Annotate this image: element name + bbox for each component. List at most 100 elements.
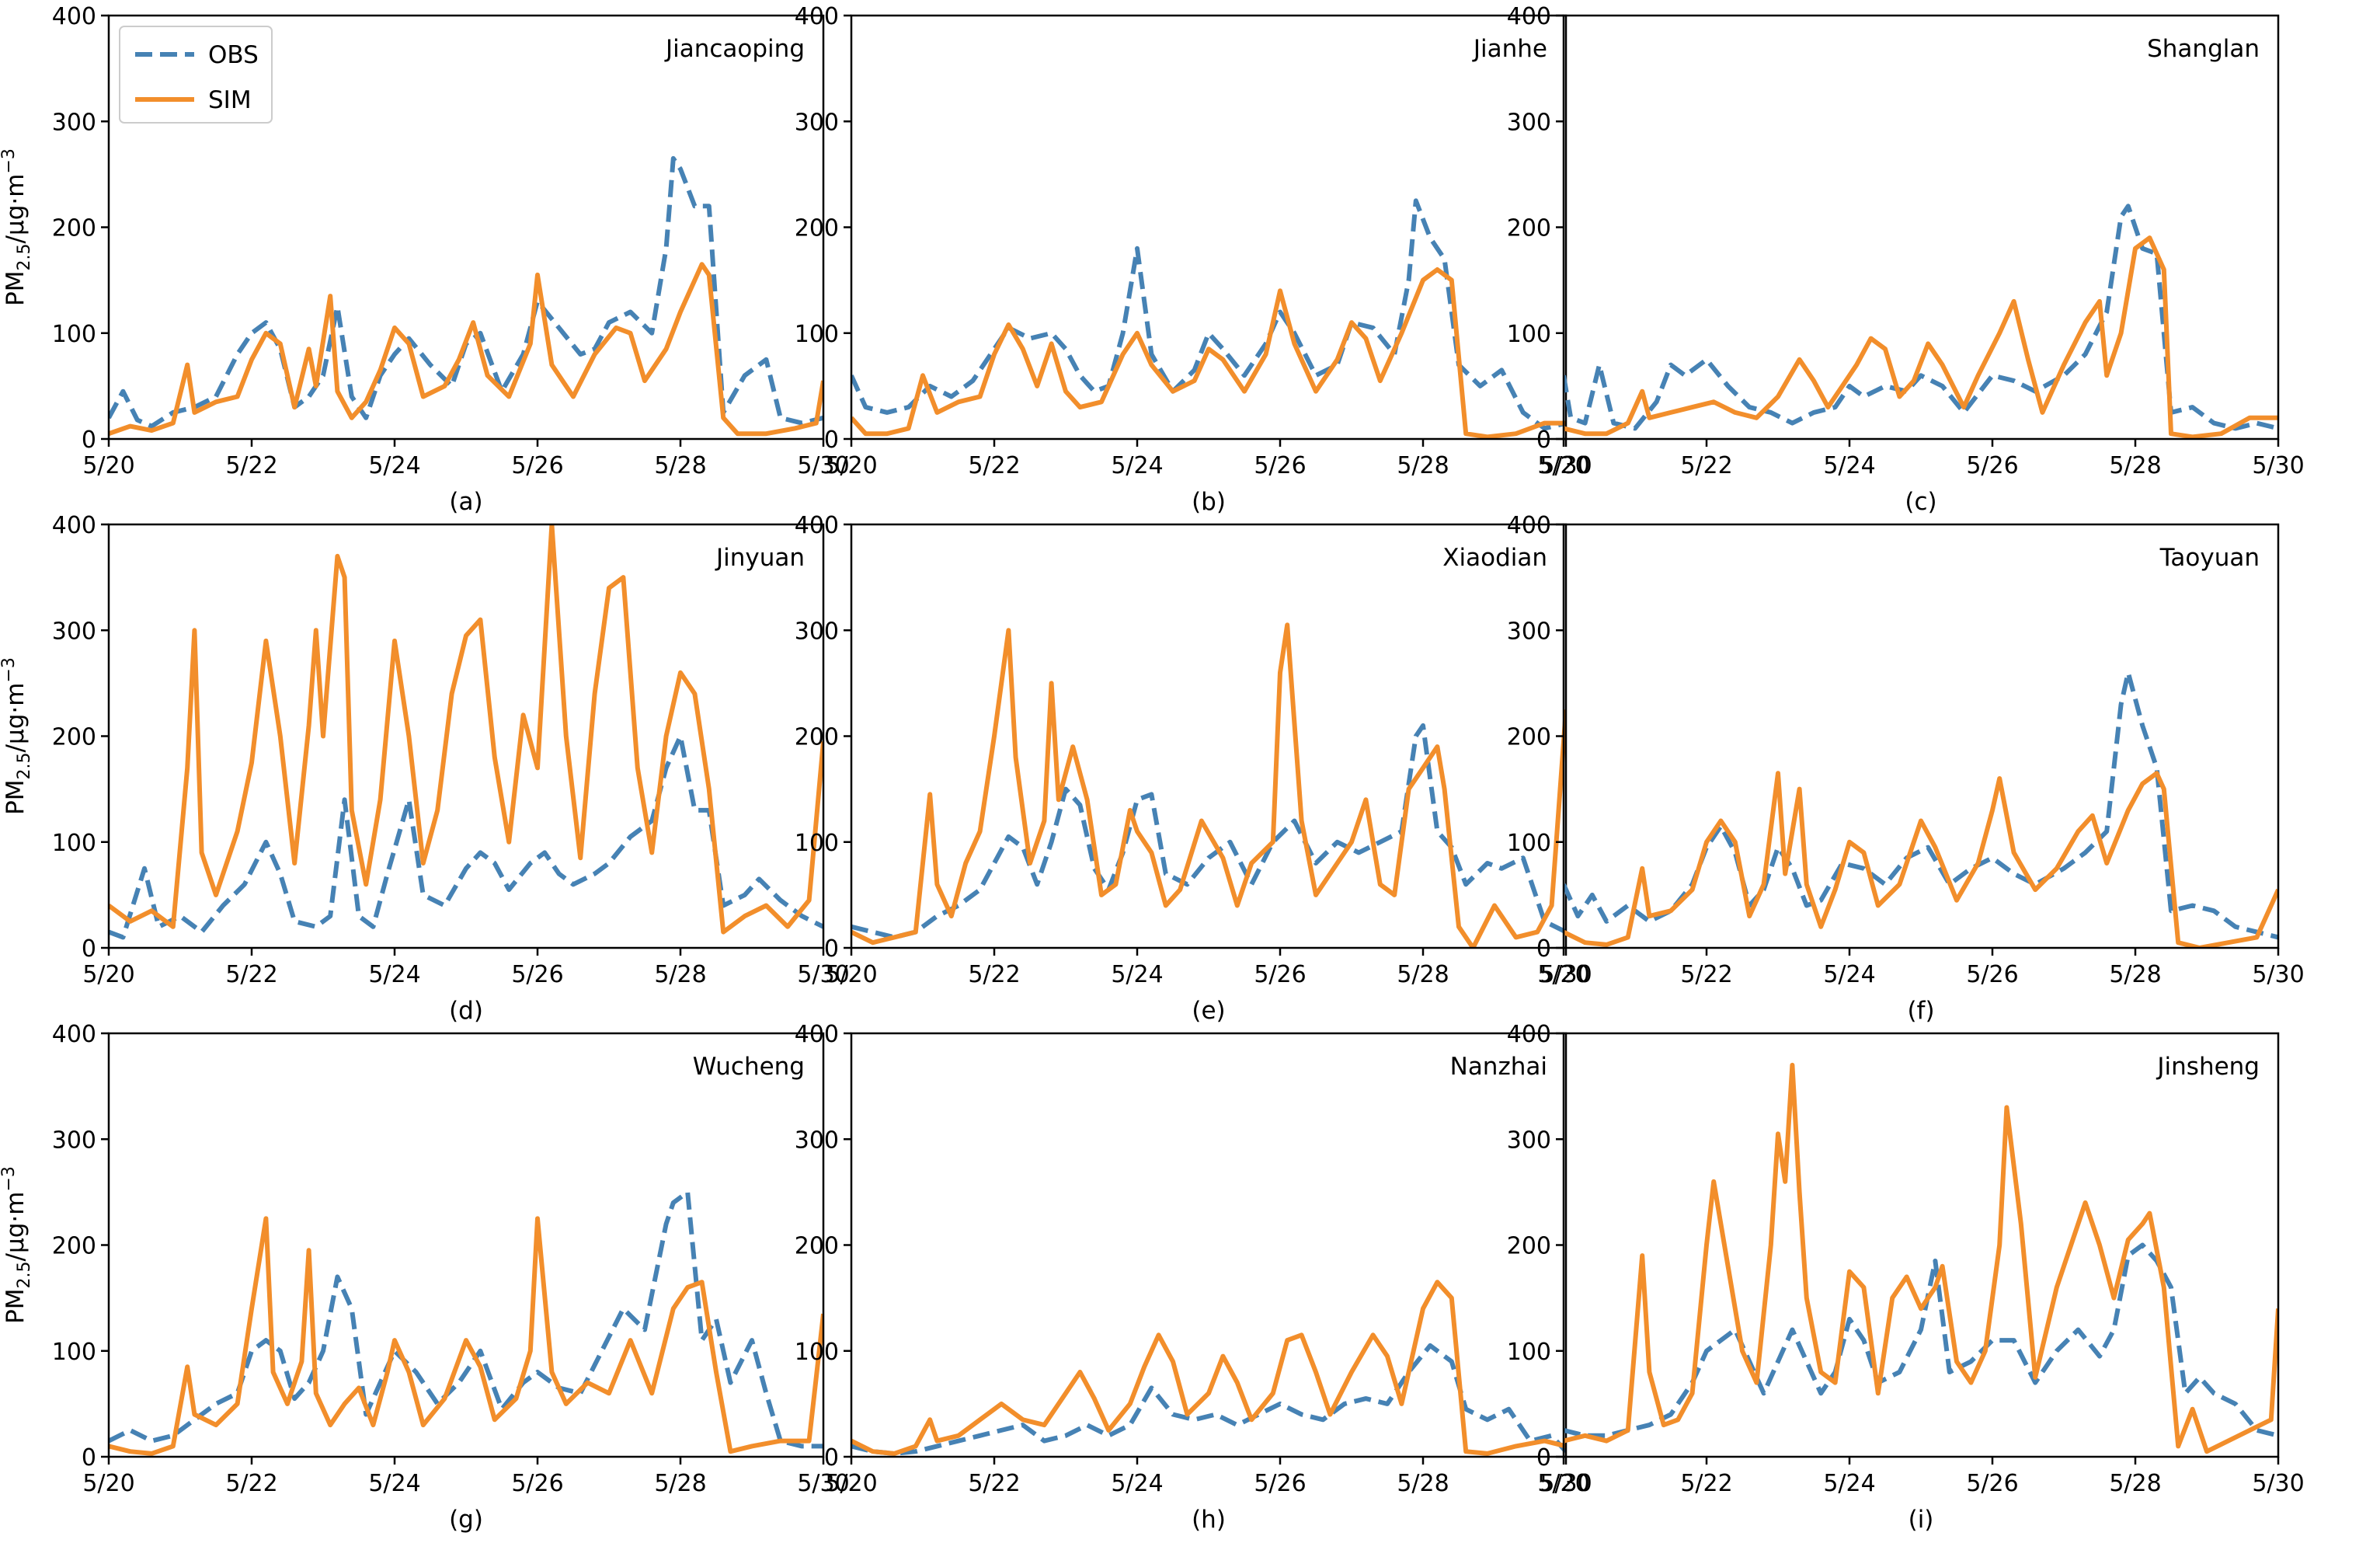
x-tick-label: 5/22 <box>1680 1470 1732 1497</box>
sim-series-line <box>109 262 823 437</box>
panel-f: 0 100 200 300 400 5/20 5/22 5/24 5/26 5/28 5/30 Tao… <box>1507 512 2305 1025</box>
y-tick-label: 100 <box>52 1339 96 1366</box>
y-tick-label: 300 <box>1507 109 1551 136</box>
x-tick-label: 5/20 <box>82 452 134 479</box>
x-tick-label: 5/24 <box>368 1470 420 1497</box>
obs-series-line <box>851 723 1566 940</box>
y-tick-label: 100 <box>52 830 96 857</box>
sim-series-line <box>851 622 1566 948</box>
y-tick-label: 0 <box>1536 1444 1551 1472</box>
obs-series-line <box>1564 670 2278 940</box>
legend-label-obs: OBS <box>208 41 259 69</box>
site-name: Xiaodian <box>1442 544 1547 572</box>
y-axis-label: PM2.5/μg·m−3 <box>0 1166 34 1324</box>
legend-label-sim: SIM <box>208 86 252 114</box>
x-tick-label: 5/26 <box>1966 452 2018 479</box>
x-tick-label: 5/24 <box>1111 1470 1163 1497</box>
site-name: Jiancaoping <box>664 35 805 63</box>
y-tick-label: 200 <box>795 215 839 242</box>
x-tick-label: 5/22 <box>225 961 277 988</box>
y-tick-label: 0 <box>82 1444 96 1472</box>
y-tick-label: 200 <box>1507 215 1551 242</box>
x-tick-label: 5/24 <box>1823 1470 1875 1497</box>
y-tick-label: 200 <box>1507 724 1551 751</box>
ylabel-sub: 2.5 <box>15 243 34 270</box>
sim-series-line <box>109 524 823 935</box>
x-tick-label: 5/28 <box>654 452 706 479</box>
y-tick-label: 200 <box>1507 1233 1551 1260</box>
x-tick-label: 5/20 <box>825 961 877 988</box>
x-tick-label: 5/26 <box>1966 961 2018 988</box>
site-name: Wucheng <box>693 1053 805 1081</box>
y-tick-label: 200 <box>795 724 839 751</box>
panel-label: (f) <box>1907 997 1934 1025</box>
y-tick-label: 0 <box>824 1444 839 1472</box>
x-tick-label: 5/20 <box>825 1470 877 1497</box>
panel-label: (a) <box>449 488 482 516</box>
x-tick-label: 5/22 <box>225 1470 277 1497</box>
x-tick-label: 5/30 <box>1540 1470 1592 1497</box>
y-tick-label: 100 <box>795 1339 839 1366</box>
x-tick-label: 5/28 <box>2109 452 2161 479</box>
y-tick-label: 0 <box>1536 427 1551 454</box>
y-tick-label: 400 <box>795 1021 839 1048</box>
x-tick-label: 5/30 <box>797 1470 849 1497</box>
x-tick-label: 5/30 <box>1540 452 1592 479</box>
x-tick-label: 5/28 <box>1397 452 1449 479</box>
sim-series-line <box>1564 235 2278 439</box>
y-tick-label: 300 <box>795 618 839 645</box>
x-tick-label: 5/28 <box>2109 961 2161 988</box>
y-tick-label: 100 <box>795 830 839 857</box>
y-tick-label: 400 <box>1507 1021 1551 1048</box>
y-axis-label: PM2.5/μg·m−3 <box>0 148 34 306</box>
y-tick-label: 0 <box>82 935 96 963</box>
y-tick-label: 300 <box>1507 1127 1551 1154</box>
x-tick-label: 5/24 <box>1111 452 1163 479</box>
y-axis-label: PM2.5/μg·m−3 <box>0 657 34 815</box>
x-tick-label: 5/26 <box>1254 1470 1306 1497</box>
ylabel-unit: /μg·m <box>2 683 30 753</box>
x-tick-label: 5/20 <box>1537 452 1589 479</box>
y-tick-label: 400 <box>795 3 839 30</box>
y-tick-label: 400 <box>52 3 96 30</box>
y-tick-label: 0 <box>1536 935 1551 963</box>
site-name: Jinsheng <box>2156 1053 2260 1081</box>
panel-d: 0 100 200 300 400 5/20 5/22 5/24 5/26 5/28 5/30 Jin… <box>0 512 850 1025</box>
y-tick-label: 100 <box>795 321 839 348</box>
x-tick-label: 5/22 <box>968 961 1020 988</box>
panel-b: 0 100 200 300 400 5/20 5/22 5/24 5/26 5/28 5/30 Jia… <box>795 3 1592 516</box>
legend: OBS SIM <box>119 26 273 124</box>
panel-g: 0 100 200 300 400 5/20 5/22 5/24 5/26 5/28 5/30 Wuc… <box>0 1021 850 1534</box>
x-tick-label: 5/30 <box>797 961 849 988</box>
x-tick-label: 5/28 <box>2109 1470 2161 1497</box>
x-tick-label: 5/24 <box>1823 452 1875 479</box>
y-tick-label: 300 <box>52 618 96 645</box>
site-name: Shanglan <box>2147 35 2260 63</box>
obs-series-line <box>109 1189 823 1449</box>
x-tick-label: 5/30 <box>797 452 849 479</box>
x-tick-label: 5/24 <box>1823 961 1875 988</box>
x-tick-label: 5/20 <box>82 961 134 988</box>
y-tick-label: 100 <box>1507 321 1551 348</box>
axes-frame <box>107 1032 825 1458</box>
obs-series-line <box>851 1343 1566 1456</box>
x-tick-label: 5/20 <box>1537 961 1589 988</box>
y-tick-label: 0 <box>824 935 839 963</box>
panel-label: (c) <box>1905 488 1936 516</box>
y-tick-label: 300 <box>795 1127 839 1154</box>
ylabel-sub: 2.5 <box>15 752 34 779</box>
panel-c: 0 100 200 300 400 5/20 5/22 5/24 5/26 5/28 5/30 Sha… <box>1507 3 2305 516</box>
x-tick-label: 5/24 <box>1111 961 1163 988</box>
y-tick-label: 300 <box>52 109 96 136</box>
axes-frame <box>107 523 825 949</box>
x-tick-label: 5/28 <box>654 1470 706 1497</box>
x-tick-label: 5/24 <box>368 961 420 988</box>
x-tick-label: 5/26 <box>511 452 563 479</box>
panel-h: 0 100 200 300 400 5/20 5/22 5/24 5/26 5/28 5/30 Nan… <box>795 1021 1592 1534</box>
x-tick-label: 5/26 <box>1254 961 1306 988</box>
x-tick-label: 5/30 <box>2252 961 2304 988</box>
y-tick-label: 0 <box>82 427 96 454</box>
y-tick-label: 400 <box>52 512 96 539</box>
x-tick-label: 5/20 <box>82 1470 134 1497</box>
